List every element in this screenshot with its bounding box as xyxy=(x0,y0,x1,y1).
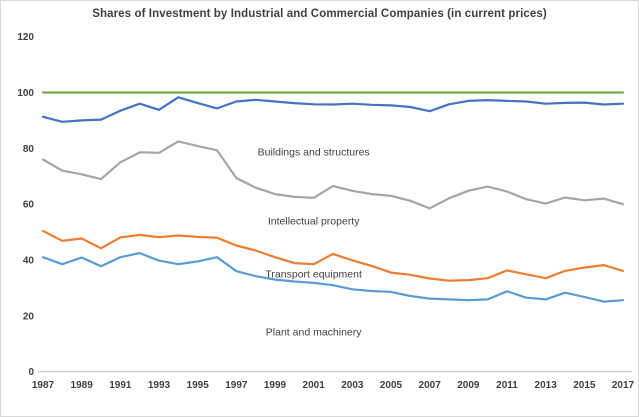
x-tick-label: 2001 xyxy=(303,380,326,391)
x-tick-label: 2009 xyxy=(457,380,480,391)
band-label: Plant and machinery xyxy=(266,327,362,339)
x-tick-label: 1997 xyxy=(225,380,248,391)
series-cumulative-gray-line xyxy=(41,140,625,210)
band-label: Transport equipment xyxy=(265,268,362,280)
series-cumulative-light-blue-line xyxy=(41,252,625,303)
x-tick-label: 1999 xyxy=(264,380,287,391)
x-tick-label: 1993 xyxy=(148,380,171,391)
y-tick-label: 40 xyxy=(23,256,35,267)
x-tick-label: 2013 xyxy=(535,380,558,391)
series-cumulative-orange-line xyxy=(41,229,625,282)
x-tick-label: 1991 xyxy=(109,380,132,391)
x-tick-label: 1987 xyxy=(32,380,55,391)
y-tick-label: 120 xyxy=(17,32,34,43)
x-tick-label: 2017 xyxy=(612,380,635,391)
x-tick-label: 1995 xyxy=(187,380,210,391)
y-tick-label: 20 xyxy=(23,311,35,322)
x-tick-label: 2003 xyxy=(341,380,364,391)
y-tick-label: 80 xyxy=(23,144,35,155)
y-tick-label: 100 xyxy=(17,88,34,99)
y-tick-label: 0 xyxy=(28,367,34,378)
series-cumulative-upper-blue-line xyxy=(41,96,625,123)
x-tick-label: 2011 xyxy=(496,380,518,391)
x-tick-label: 1989 xyxy=(71,380,94,391)
x-tick-label: 2007 xyxy=(419,380,442,391)
x-tick-label: 2015 xyxy=(573,380,596,391)
band-label: Buildings and structures xyxy=(258,146,370,158)
band-label: Intellectual property xyxy=(268,215,360,227)
x-tick-label: 2005 xyxy=(380,380,403,391)
y-tick-label: 60 xyxy=(23,200,35,211)
chart-title: Shares of Investment by Industrial and C… xyxy=(92,8,547,20)
